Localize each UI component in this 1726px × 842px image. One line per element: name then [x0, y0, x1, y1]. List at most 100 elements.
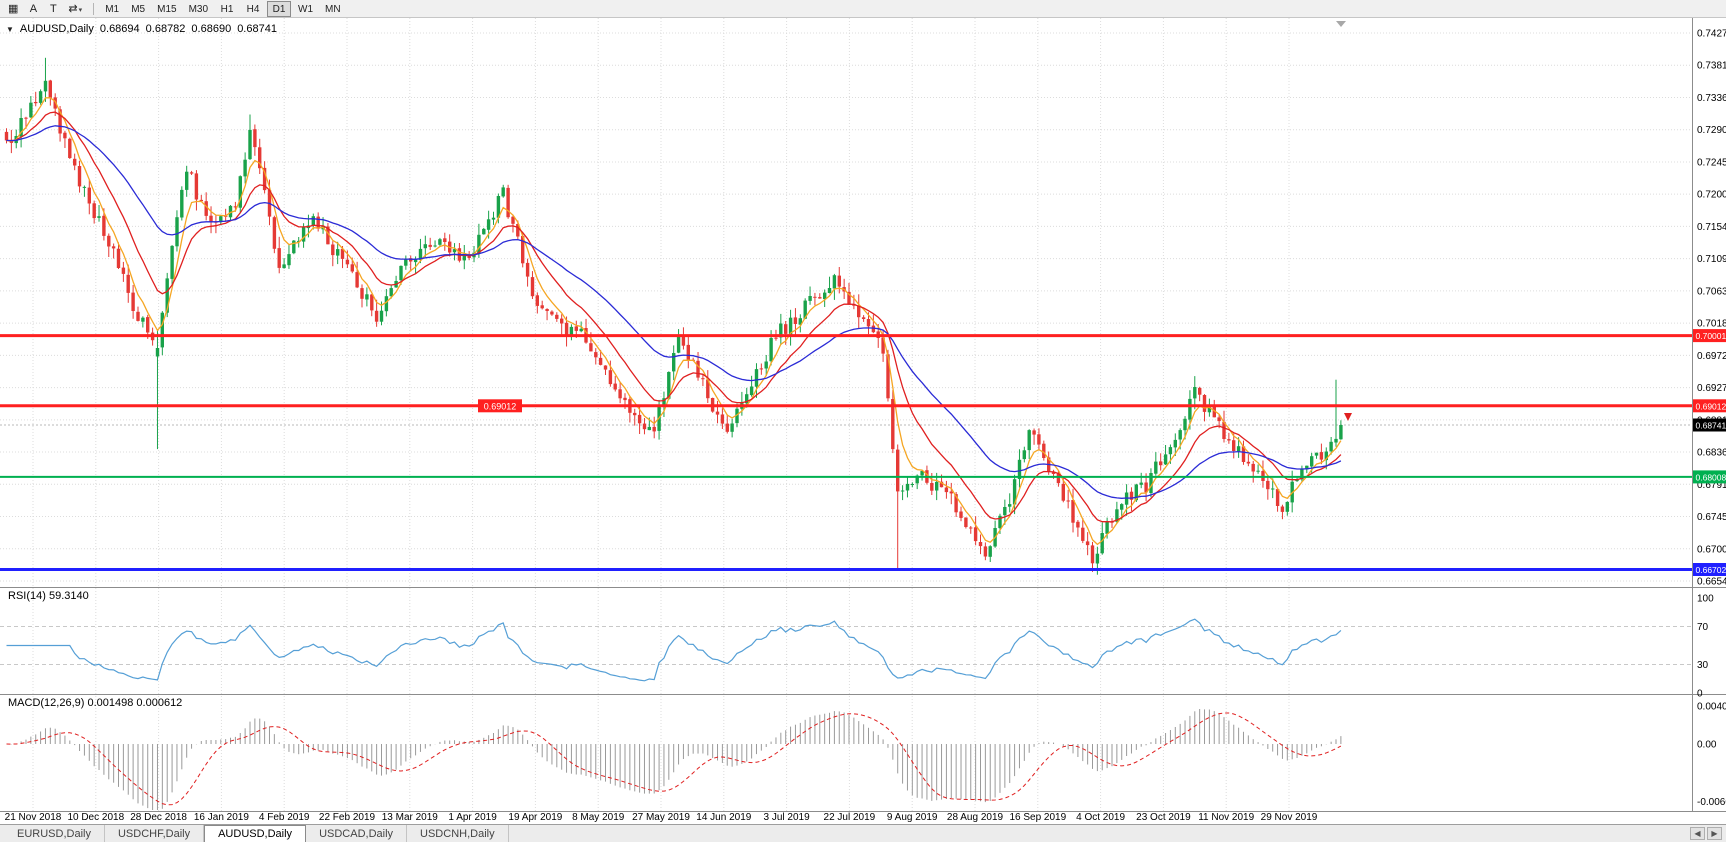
svg-text:0.69012: 0.69012 [484, 401, 517, 411]
svg-text:70: 70 [1697, 622, 1709, 633]
timeframe-h1-button[interactable]: H1 [220, 3, 234, 15]
tab-scroll-arrows: ◀ ▶ [1690, 825, 1726, 842]
chart-tab-usdcnh[interactable]: USDCNH,Daily [407, 825, 509, 842]
svg-text:0: 0 [1697, 689, 1703, 700]
timeframe-m5-button[interactable]: M5 [131, 3, 146, 15]
candlestick-series [4, 57, 1343, 575]
macd-histogram [10, 709, 1342, 810]
chart-shift-marker-icon[interactable] [1336, 21, 1346, 27]
rsi-indicator-label: RSI(14) 59.3140 [8, 590, 89, 602]
svg-text:11 Nov 2019: 11 Nov 2019 [1198, 812, 1254, 823]
svg-text:19 Apr 2019: 19 Apr 2019 [508, 812, 562, 823]
refresh-cycle-icon: ⇄ [68, 2, 78, 15]
tabs-scroll-right-button[interactable]: ▶ [1707, 827, 1722, 840]
rsi-line [6, 618, 1342, 682]
svg-text:4 Oct 2019: 4 Oct 2019 [1076, 812, 1125, 823]
svg-text:0.68008: 0.68008 [1696, 472, 1726, 482]
timeframe-d1-button[interactable]: D1 [267, 0, 292, 17]
macd-values: 0.001498 0.000612 [87, 697, 183, 709]
chart-tabs-bar: EURUSD,Daily USDCHF,Daily AUDUSD,Daily USDC… [0, 824, 1726, 842]
rsi-axis[interactable]: 100 70 30 0 [1697, 594, 1714, 700]
timeframe-m30-button[interactable]: M30 [188, 3, 209, 15]
svg-text:23 Oct 2019: 23 Oct 2019 [1136, 812, 1191, 823]
svg-text:21 Nov 2018: 21 Nov 2018 [5, 812, 62, 823]
date-axis-labels[interactable]: 21 Nov 2018 10 Dec 2018 28 Dec 2018 16 Jan … [5, 812, 1318, 823]
macd-name: MACD(12,26,9) [8, 697, 85, 709]
rsi-value: 59.3140 [48, 590, 89, 602]
timeframe-toolbar: ▦ A T ⇄▾ M1 M5 M15 M30 H1 H4 D1 W1 MN [0, 0, 1726, 18]
svg-text:10 Dec 2018: 10 Dec 2018 [67, 812, 124, 823]
chart-tab-audusd[interactable]: AUDUSD,Daily [204, 825, 307, 842]
timeframe-w1-button[interactable]: W1 [298, 3, 314, 15]
svg-text:0.66540: 0.66540 [1697, 577, 1726, 588]
support-resistance-lines[interactable] [0, 334, 1692, 572]
svg-text:8 May 2019: 8 May 2019 [572, 812, 625, 823]
svg-text:4 Feb 2019: 4 Feb 2019 [259, 812, 310, 823]
level-price-tag[interactable] [478, 399, 522, 413]
collapse-panel-icon[interactable]: ▼ [6, 24, 14, 34]
panel-separators [0, 18, 1726, 812]
rsi-name: RSI(14) [8, 590, 46, 602]
toolbar-separator [93, 2, 95, 15]
svg-text:28 Aug 2019: 28 Aug 2019 [947, 812, 1004, 823]
timeframe-mn-button[interactable]: MN [325, 3, 341, 15]
svg-text:22 Jul 2019: 22 Jul 2019 [824, 812, 876, 823]
moving-averages [6, 97, 1342, 546]
price-level-badges: 0.70001 0.69012 0.69012 0.68008 0.66702 0.687… [478, 329, 1726, 576]
dropdown-caret-icon: ▾ [78, 6, 83, 14]
timeframe-buttons: M1 M5 M15 M30 H1 H4 D1 W1 MN [100, 0, 345, 17]
rsi-level-lines [0, 626, 1692, 665]
svg-text:0.68741: 0.68741 [1696, 421, 1726, 431]
svg-text:16 Sep 2019: 16 Sep 2019 [1009, 812, 1066, 823]
chart-grid-button[interactable]: ▦ [8, 2, 19, 15]
chart-tab-usdchf[interactable]: USDCHF,Daily [105, 825, 205, 842]
ohlc-high: 0.68782 [145, 23, 186, 35]
ohlc-open: 0.68694 [99, 23, 140, 35]
pointer-a-button[interactable]: A [29, 2, 38, 15]
svg-text:28 Dec 2018: 28 Dec 2018 [130, 812, 187, 823]
macd-axis[interactable]: 0.004017 0.00 -0.00609 [1697, 702, 1726, 809]
macd-indicator-label: MACD(12,26,9) 0.001498 0.000612 [8, 697, 182, 709]
price-arrow-marker-icon [1344, 413, 1352, 421]
timeframe-m15-button[interactable]: M15 [157, 3, 177, 15]
chart-tab-usdcad[interactable]: USDCAD,Daily [306, 825, 408, 842]
svg-text:29 Nov 2019: 29 Nov 2019 [1261, 812, 1318, 823]
chart-symbol-label: AUDUSD,Daily [19, 23, 94, 35]
svg-text:0.70001: 0.70001 [1696, 331, 1726, 341]
text-tool-button[interactable]: T [50, 2, 57, 15]
svg-text:3 Jul 2019: 3 Jul 2019 [764, 812, 811, 823]
chart-ohlc-title: ▼ AUDUSD,Daily 0.68694 0.68782 0.68690 0… [6, 23, 277, 35]
ohlc-close: 0.68741 [237, 23, 277, 35]
tabs-scroll-left-button[interactable]: ◀ [1690, 827, 1705, 840]
svg-text:14 Jun 2019: 14 Jun 2019 [696, 812, 751, 823]
svg-text:-0.00609: -0.00609 [1697, 797, 1726, 808]
refresh-cycle-button[interactable]: ⇄▾ [63, 1, 87, 17]
chart-tabs: EURUSD,Daily USDCHF,Daily AUDUSD,Daily USDC… [4, 825, 509, 842]
svg-text:16 Jan 2019: 16 Jan 2019 [194, 812, 249, 823]
timeframe-m1-button[interactable]: M1 [105, 3, 120, 15]
ohlc-low: 0.68690 [191, 23, 232, 35]
svg-text:1 Apr 2019: 1 Apr 2019 [448, 812, 497, 823]
svg-text:100: 100 [1697, 594, 1714, 605]
svg-text:27 May 2019: 27 May 2019 [632, 812, 690, 823]
timeframe-h4-button[interactable]: H4 [246, 3, 260, 15]
chart-tab-eurusd[interactable]: EURUSD,Daily [4, 825, 105, 842]
svg-text:22 Feb 2019: 22 Feb 2019 [319, 812, 376, 823]
